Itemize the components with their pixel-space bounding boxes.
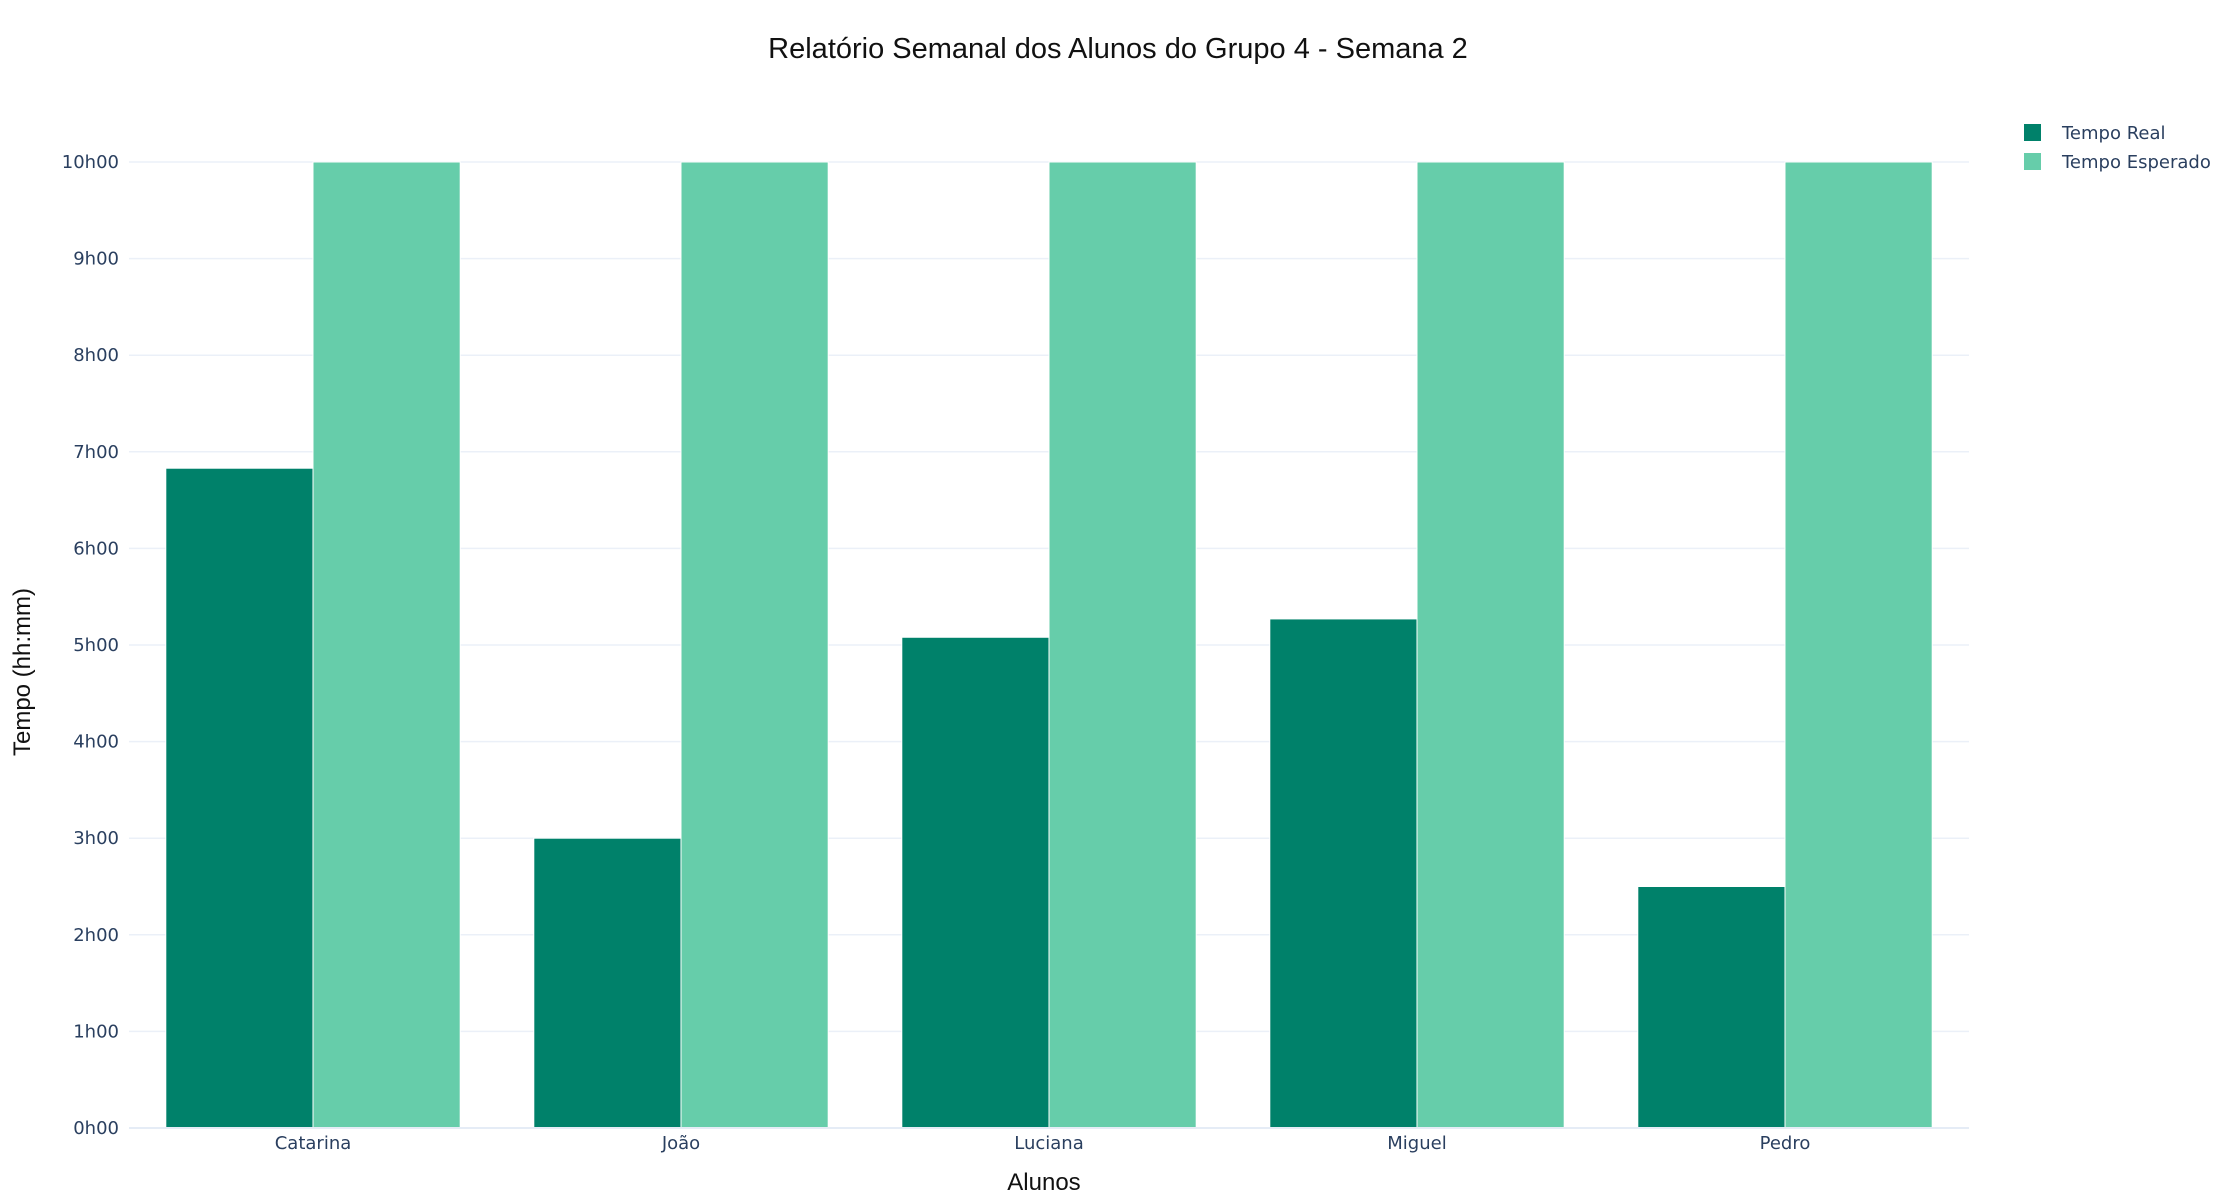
legend-label: Tempo Real (2061, 123, 2166, 144)
bars (165, 161, 1933, 1129)
y-tick-label: 1h00 (73, 1021, 119, 1042)
bar-tempo-real-3[interactable] (1269, 618, 1418, 1129)
x-tick-label: Pedro (1760, 1133, 1811, 1154)
y-axis-title: Tempo (hh:mm) (9, 588, 36, 756)
bar-tempo-real-1[interactable] (533, 837, 682, 1129)
x-tick-label: Miguel (1387, 1133, 1446, 1154)
legend-item-tempo-esperado[interactable]: Tempo Esperado (2024, 152, 2211, 173)
x-axis-title: Alunos (1007, 1169, 1080, 1196)
chart-title: Relatório Semanal dos Alunos do Grupo 4 … (768, 33, 1468, 65)
legend-label: Tempo Esperado (2061, 152, 2211, 173)
bar-tempo-esperado-0[interactable] (312, 161, 461, 1129)
y-tick-label: 2h00 (73, 925, 119, 946)
legend-item-tempo-real[interactable]: Tempo Real (2024, 123, 2166, 144)
y-tick-label: 8h00 (73, 345, 119, 366)
bar-tempo-esperado-3[interactable] (1416, 161, 1565, 1129)
legend-swatch (2024, 153, 2041, 170)
x-tick-label: Catarina (275, 1133, 352, 1154)
x-tick-label: Luciana (1014, 1133, 1084, 1154)
y-tick-label: 0h00 (73, 1118, 119, 1139)
bar-tempo-real-2[interactable] (901, 636, 1050, 1129)
y-tick-label: 4h00 (73, 732, 119, 753)
legend-swatch (2024, 124, 2041, 141)
bar-tempo-esperado-1[interactable] (680, 161, 829, 1129)
y-tick-label: 9h00 (73, 249, 119, 270)
bar-tempo-esperado-4[interactable] (1784, 161, 1933, 1129)
y-tick-label: 5h00 (73, 635, 119, 656)
y-tick-label: 6h00 (73, 538, 119, 559)
y-tick-label: 3h00 (73, 828, 119, 849)
bar-tempo-real-4[interactable] (1637, 886, 1786, 1129)
bar-tempo-real-0[interactable] (165, 467, 314, 1129)
y-tick-label: 7h00 (73, 442, 119, 463)
y-tick-label: 10h00 (62, 152, 119, 173)
legend[interactable]: Tempo Real Tempo Esperado (2024, 123, 2211, 173)
x-axis-ticks: Catarina João Luciana Miguel Pedro (275, 1133, 1811, 1154)
bar-tempo-esperado-2[interactable] (1048, 161, 1197, 1129)
x-tick-label: João (661, 1133, 700, 1154)
y-axis-ticks: 0h00 1h00 2h00 3h00 4h00 5h00 6h00 7h00 8h00 9h00… (62, 152, 119, 1139)
